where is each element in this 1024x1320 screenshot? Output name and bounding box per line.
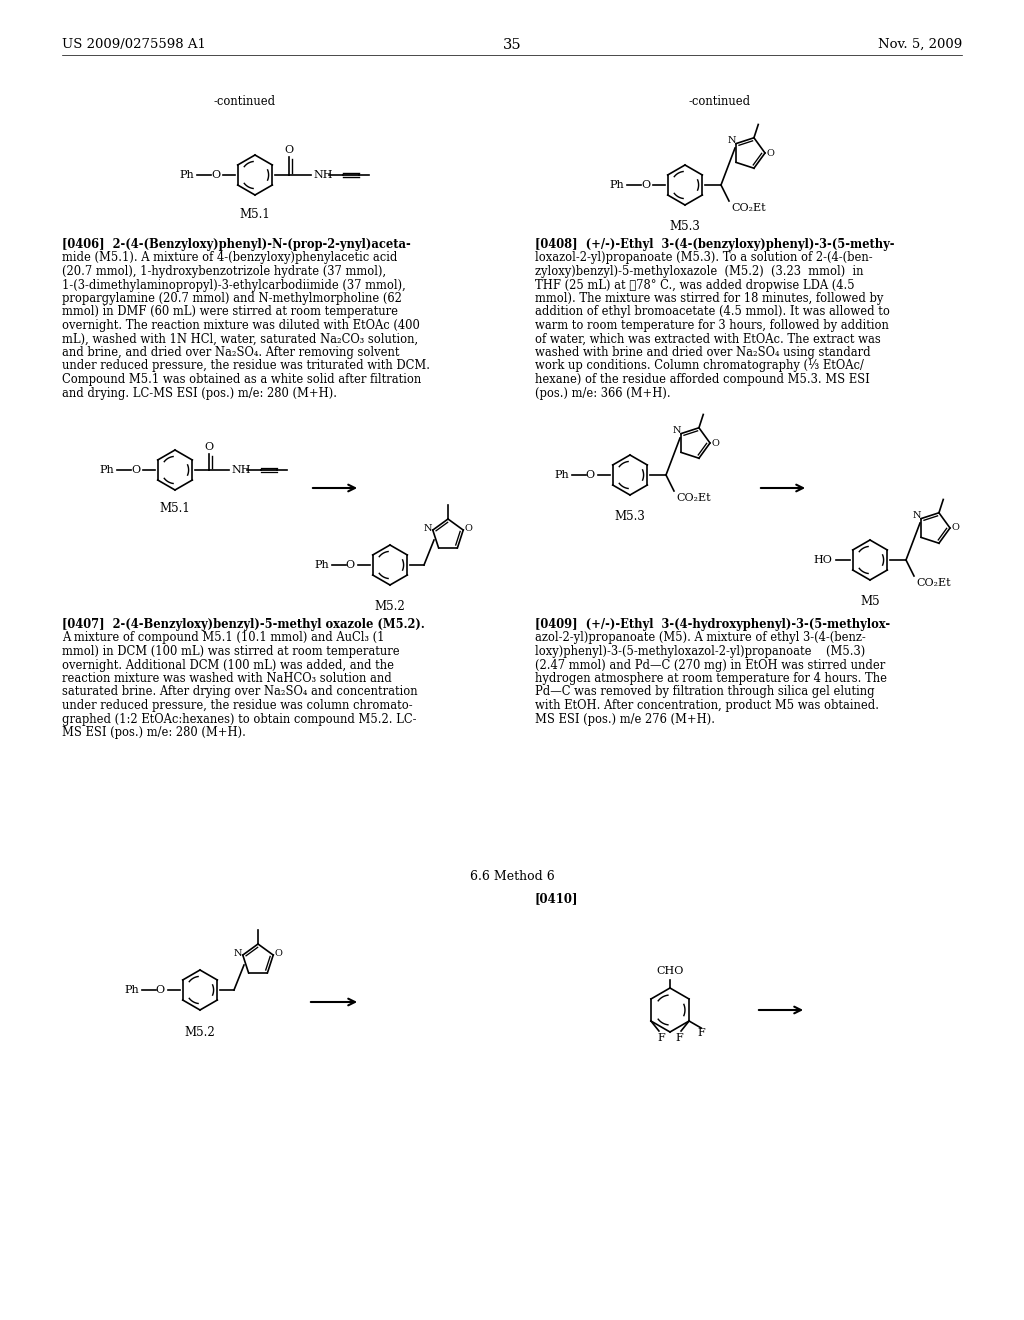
Text: O: O (766, 149, 774, 157)
Text: Ph: Ph (99, 465, 114, 475)
Text: [0410]: [0410] (535, 892, 579, 906)
Text: 35: 35 (503, 38, 521, 51)
Text: loxy)phenyl)-3-(5-methyloxazol-2-yl)propanoate    (M5.3): loxy)phenyl)-3-(5-methyloxazol-2-yl)prop… (535, 645, 865, 657)
Text: M5.1: M5.1 (160, 502, 190, 515)
Text: and brine, and dried over Na₂SO₄. After removing solvent: and brine, and dried over Na₂SO₄. After … (62, 346, 399, 359)
Text: Pd—C was removed by filtration through silica gel eluting: Pd—C was removed by filtration through s… (535, 685, 874, 698)
Text: O: O (131, 465, 140, 475)
Text: NH: NH (313, 170, 333, 180)
Text: O: O (205, 442, 214, 451)
Text: mide (M5.1). A mixture of 4-(benzyloxy)phenylacetic acid: mide (M5.1). A mixture of 4-(benzyloxy)p… (62, 252, 397, 264)
Text: and drying. LC-MS ESI (pos.) m/e: 280 (M+H).: and drying. LC-MS ESI (pos.) m/e: 280 (M… (62, 387, 337, 400)
Text: (pos.) m/e: 366 (M+H).: (pos.) m/e: 366 (M+H). (535, 387, 671, 400)
Text: (20.7 mmol), 1-hydroxybenzotrizole hydrate (37 mmol),: (20.7 mmol), 1-hydroxybenzotrizole hydra… (62, 265, 386, 279)
Text: O: O (285, 145, 294, 154)
Text: HO: HO (813, 554, 831, 565)
Text: A mixture of compound M5.1 (10.1 mmol) and AuCl₃ (1: A mixture of compound M5.1 (10.1 mmol) a… (62, 631, 384, 644)
Text: M5: M5 (860, 595, 880, 609)
Text: M5.2: M5.2 (184, 1026, 215, 1039)
Text: loxazol-2-yl)propanoate (M5.3). To a solution of 2-(4-(ben-: loxazol-2-yl)propanoate (M5.3). To a sol… (535, 252, 872, 264)
Text: mmol) in DMF (60 mL) were stirred at room temperature: mmol) in DMF (60 mL) were stirred at roo… (62, 305, 398, 318)
Text: warm to room temperature for 3 hours, followed by addition: warm to room temperature for 3 hours, fo… (535, 319, 889, 333)
Text: O: O (641, 180, 650, 190)
Text: NH: NH (231, 465, 251, 475)
Text: M5.3: M5.3 (670, 220, 700, 234)
Text: 6.6 Method 6: 6.6 Method 6 (470, 870, 554, 883)
Text: propargylamine (20.7 mmol) and N-methylmorpholine (62: propargylamine (20.7 mmol) and N-methylm… (62, 292, 401, 305)
Text: [0407]  2-(4-Benzyloxy)benzyl)-5-methyl oxazole (M5.2).: [0407] 2-(4-Benzyloxy)benzyl)-5-methyl o… (62, 618, 425, 631)
Text: N: N (728, 136, 736, 145)
Text: [0406]  2-(4-(Benzyloxy)phenyl)-N-(prop-2-ynyl)aceta-: [0406] 2-(4-(Benzyloxy)phenyl)-N-(prop-2… (62, 238, 411, 251)
Text: N: N (233, 949, 243, 958)
Text: washed with brine and dried over Na₂SO₄ using standard: washed with brine and dried over Na₂SO₄ … (535, 346, 870, 359)
Text: M5.3: M5.3 (614, 510, 645, 523)
Text: Ph: Ph (609, 180, 624, 190)
Text: M5.1: M5.1 (240, 209, 270, 220)
Text: hydrogen atmosphere at room temperature for 4 hours. The: hydrogen atmosphere at room temperature … (535, 672, 887, 685)
Text: of water, which was extracted with EtOAc. The extract was: of water, which was extracted with EtOAc… (535, 333, 881, 346)
Text: work up conditions. Column chromatography (⅓ EtOAc/: work up conditions. Column chromatograph… (535, 359, 864, 372)
Text: Ph: Ph (314, 560, 329, 570)
Text: CHO: CHO (656, 966, 684, 975)
Text: US 2009/0275598 A1: US 2009/0275598 A1 (62, 38, 206, 51)
Text: O: O (711, 438, 719, 447)
Text: O: O (211, 170, 220, 180)
Text: azol-2-yl)propanoate (M5). A mixture of ethyl 3-(4-(benz-: azol-2-yl)propanoate (M5). A mixture of … (535, 631, 865, 644)
Text: Compound M5.1 was obtained as a white solid after filtration: Compound M5.1 was obtained as a white so… (62, 374, 421, 385)
Text: [0409]  (+/-)-Ethyl  3-(4-hydroxyphenyl)-3-(5-methylox-: [0409] (+/-)-Ethyl 3-(4-hydroxyphenyl)-3… (535, 618, 890, 631)
Text: MS ESI (pos.) m/e: 280 (M+H).: MS ESI (pos.) m/e: 280 (M+H). (62, 726, 246, 739)
Text: THF (25 mL) at ⁲78° C., was added dropwise LDA (4.5: THF (25 mL) at ⁲78° C., was added dropwi… (535, 279, 855, 292)
Text: [0408]  (+/-)-Ethyl  3-(4-(benzyloxy)phenyl)-3-(5-methy-: [0408] (+/-)-Ethyl 3-(4-(benzyloxy)pheny… (535, 238, 895, 251)
Text: N: N (673, 426, 681, 436)
Text: F: F (697, 1028, 706, 1038)
Text: CO₂Et: CO₂Et (731, 203, 766, 213)
Text: N: N (424, 524, 432, 533)
Text: -continued: -continued (214, 95, 276, 108)
Text: mmol) in DCM (100 mL) was stirred at room temperature: mmol) in DCM (100 mL) was stirred at roo… (62, 645, 399, 657)
Text: Ph: Ph (179, 170, 194, 180)
Text: N: N (912, 511, 922, 520)
Text: F: F (657, 1034, 665, 1043)
Text: (2.47 mmol) and Pd—C (270 mg) in EtOH was stirred under: (2.47 mmol) and Pd—C (270 mg) in EtOH wa… (535, 659, 886, 672)
Text: addition of ethyl bromoacetate (4.5 mmol). It was allowed to: addition of ethyl bromoacetate (4.5 mmol… (535, 305, 890, 318)
Text: O: O (586, 470, 595, 480)
Text: overnight. The reaction mixture was diluted with EtOAc (400: overnight. The reaction mixture was dilu… (62, 319, 420, 333)
Text: graphed (1:2 EtOAc:hexanes) to obtain compound M5.2. LC-: graphed (1:2 EtOAc:hexanes) to obtain co… (62, 713, 417, 726)
Text: CO₂Et: CO₂Et (676, 492, 711, 503)
Text: CO₂Et: CO₂Et (916, 578, 950, 587)
Text: O: O (951, 524, 958, 532)
Text: Ph: Ph (124, 985, 139, 995)
Text: mL), washed with 1N HCl, water, saturated Na₂CO₃ solution,: mL), washed with 1N HCl, water, saturate… (62, 333, 418, 346)
Text: MS ESI (pos.) m/e 276 (M+H).: MS ESI (pos.) m/e 276 (M+H). (535, 713, 715, 726)
Text: M5.2: M5.2 (375, 601, 406, 612)
Text: with EtOH. After concentration, product M5 was obtained.: with EtOH. After concentration, product … (535, 700, 879, 711)
Text: 1-(3-dimethylaminopropyl)-3-ethylcarbodiimide (37 mmol),: 1-(3-dimethylaminopropyl)-3-ethylcarbodi… (62, 279, 406, 292)
Text: reaction mixture was washed with NaHCO₃ solution and: reaction mixture was washed with NaHCO₃ … (62, 672, 392, 685)
Text: overnight. Additional DCM (100 mL) was added, and the: overnight. Additional DCM (100 mL) was a… (62, 659, 394, 672)
Text: -continued: -continued (689, 95, 751, 108)
Text: mmol). The mixture was stirred for 18 minutes, followed by: mmol). The mixture was stirred for 18 mi… (535, 292, 884, 305)
Text: zyloxy)benzyl)-5-methyloxazole  (M5.2)  (3.23  mmol)  in: zyloxy)benzyl)-5-methyloxazole (M5.2) (3… (535, 265, 863, 279)
Text: Nov. 5, 2009: Nov. 5, 2009 (878, 38, 962, 51)
Text: O: O (346, 560, 355, 570)
Text: O: O (156, 985, 165, 995)
Text: hexane) of the residue afforded compound M5.3. MS ESI: hexane) of the residue afforded compound… (535, 374, 869, 385)
Text: under reduced pressure, the residue was triturated with DCM.: under reduced pressure, the residue was … (62, 359, 430, 372)
Text: saturated brine. After drying over Na₂SO₄ and concentration: saturated brine. After drying over Na₂SO… (62, 685, 418, 698)
Text: Ph: Ph (554, 470, 569, 480)
Text: F: F (675, 1034, 683, 1043)
Text: under reduced pressure, the residue was column chromato-: under reduced pressure, the residue was … (62, 700, 413, 711)
Text: O: O (274, 949, 282, 958)
Text: O: O (464, 524, 472, 533)
